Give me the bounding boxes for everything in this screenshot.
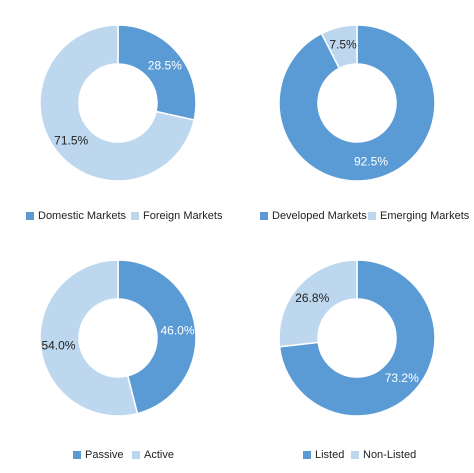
legend-swatch-active [132, 451, 140, 459]
legend-swatch-domestic-markets [26, 212, 34, 220]
slice-non-listed [278, 259, 358, 348]
legend-label-developed-markets: Developed Markets [272, 210, 367, 222]
slice-label-emerging-markets: 7.5% [329, 38, 357, 52]
slice-active [39, 259, 139, 417]
legend-label-active: Active [144, 449, 174, 461]
slice-label-foreign-markets: 71.5% [54, 134, 88, 148]
legend-label-foreign-markets: Foreign Markets [143, 210, 223, 222]
legend-swatch-non-listed [351, 451, 359, 459]
legend-label-emerging-markets: Emerging Markets [380, 210, 470, 222]
donut-chart-3: 46.0% 54.0% Passive Active [39, 259, 197, 461]
legend-label-passive: Passive [85, 449, 124, 461]
slice-label-developed-markets: 92.5% [354, 154, 388, 168]
legend-swatch-developed-markets [260, 212, 268, 220]
donut-chart-2: 92.5% 7.5% Developed Markets Emerging Marke… [260, 24, 470, 222]
legend-swatch-listed [303, 451, 311, 459]
slice-domestic-markets [117, 24, 197, 121]
donut-chart-1: 28.5% 71.5% Domestic Markets Foreign Market… [26, 24, 223, 222]
legend-swatch-emerging-markets [368, 212, 376, 220]
legend-swatch-foreign-markets [131, 212, 139, 220]
legend-item-domestic-markets: Domestic Markets [26, 210, 127, 222]
legend-label-domestic-markets: Domestic Markets [38, 210, 127, 222]
legend-item-passive: Passive [73, 449, 124, 461]
legend-item-non-listed: Non-Listed [351, 449, 416, 461]
slice-label-domestic-markets: 28.5% [148, 58, 182, 72]
slice-label-active: 54.0% [41, 339, 75, 353]
slice-foreign-markets [39, 24, 196, 182]
legend-label-non-listed: Non-Listed [363, 449, 416, 461]
donut-chart-4: 73.2% 26.8% Listed Non-Listed [278, 259, 436, 461]
slice-listed [278, 259, 436, 417]
slice-passive [117, 259, 197, 415]
legend-swatch-passive [73, 451, 81, 459]
legend-item-listed: Listed [303, 449, 344, 461]
slice-label-listed: 73.2% [385, 371, 419, 385]
legend-item-active: Active [132, 449, 174, 461]
legend-item-emerging-markets: Emerging Markets [368, 210, 470, 222]
slice-emerging-markets [320, 24, 358, 70]
slice-label-passive: 46.0% [161, 323, 195, 337]
legend-item-developed-markets: Developed Markets [260, 210, 367, 222]
legend-label-listed: Listed [315, 449, 344, 461]
slice-label-non-listed: 26.8% [295, 291, 329, 305]
legend-item-foreign-markets: Foreign Markets [131, 210, 223, 222]
slice-developed-markets [278, 24, 436, 182]
